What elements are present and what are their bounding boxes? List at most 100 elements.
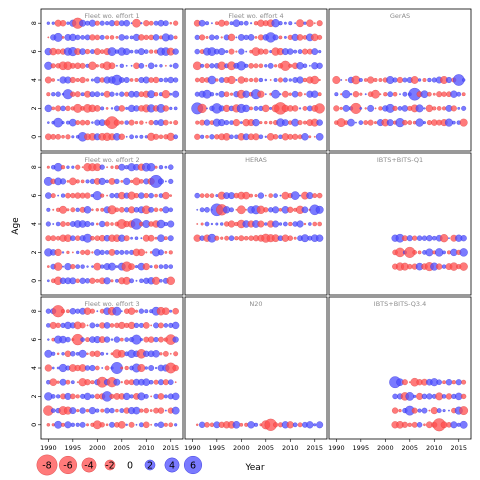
- residual-bubble: [263, 207, 269, 213]
- residual-bubble: [115, 408, 119, 413]
- residual-bubble: [405, 392, 415, 401]
- residual-bubble: [306, 421, 314, 429]
- residual-bubble: [399, 93, 401, 96]
- y-tick-label: 6: [30, 50, 38, 54]
- residual-bubble: [120, 366, 124, 370]
- residual-bubble: [392, 77, 398, 83]
- residual-bubble: [106, 166, 108, 169]
- residual-bubble: [442, 250, 446, 255]
- residual-bubble: [119, 120, 124, 125]
- residual-bubble: [135, 279, 138, 282]
- residual-bubble: [75, 264, 80, 269]
- panel-5: IBTS+BITS-Q1: [328, 152, 472, 296]
- residual-bubble: [88, 19, 96, 27]
- residual-bubble: [200, 63, 205, 68]
- residual-bubble: [425, 248, 434, 257]
- residual-bubble: [278, 35, 283, 40]
- residual-bubble: [258, 63, 264, 68]
- residual-bubble: [427, 77, 432, 83]
- residual-bubble: [103, 90, 111, 98]
- residual-bubble: [367, 119, 374, 126]
- residual-bubble: [283, 35, 287, 39]
- residual-bubble: [50, 394, 56, 399]
- residual-bubble: [169, 106, 173, 111]
- residual-bubble: [80, 249, 86, 255]
- residual-bubble: [56, 352, 60, 356]
- residual-bubble: [291, 90, 299, 98]
- residual-bubble: [143, 421, 150, 429]
- residual-bubble: [363, 78, 368, 82]
- residual-bubble: [144, 366, 148, 370]
- residual-bubble: [46, 423, 51, 427]
- residual-bubble: [158, 379, 164, 386]
- residual-bubble: [432, 235, 437, 241]
- residual-bubble: [100, 207, 105, 212]
- residual-bubble: [442, 106, 447, 111]
- panel-2: GerAS: [328, 8, 472, 152]
- residual-bubble: [91, 265, 94, 268]
- residual-bubble: [59, 205, 67, 214]
- residual-bubble: [167, 220, 175, 228]
- residual-bubble: [53, 33, 63, 42]
- residual-bubble: [138, 192, 145, 199]
- residual-bubble: [66, 180, 70, 183]
- residual-bubble: [162, 379, 169, 386]
- residual-bubble: [264, 93, 267, 96]
- residual-bubble: [242, 104, 250, 113]
- residual-bubble: [209, 34, 215, 41]
- residual-bubble: [218, 19, 226, 27]
- residual-bubble: [401, 379, 408, 386]
- x-tick-label: 2005: [114, 444, 131, 452]
- residual-bubble: [45, 221, 51, 227]
- legend-label: 2: [147, 461, 153, 472]
- residual-bubble: [301, 206, 309, 214]
- residual-bubble: [204, 63, 210, 69]
- panel-4: HERAS: [184, 152, 328, 296]
- residual-bubble: [302, 106, 308, 111]
- residual-bubble: [158, 77, 164, 83]
- residual-bubble: [244, 236, 249, 241]
- residual-bubble: [61, 251, 65, 254]
- residual-bubble: [61, 135, 65, 139]
- residual-bubble: [125, 423, 128, 426]
- residual-bubble: [79, 62, 86, 69]
- residual-bubble: [273, 64, 278, 68]
- residual-bubble: [99, 249, 105, 255]
- residual-bubble: [421, 393, 428, 400]
- residual-bubble: [211, 22, 213, 25]
- residual-bubble: [95, 278, 100, 283]
- residual-bubble: [90, 236, 95, 241]
- residual-bubble: [204, 193, 210, 198]
- residual-bubble: [44, 104, 53, 113]
- residual-bubble: [50, 133, 57, 140]
- residual-bubble: [288, 63, 293, 68]
- residual-bubble: [210, 222, 214, 226]
- residual-bubble: [459, 118, 468, 127]
- residual-bubble: [60, 221, 66, 227]
- residual-bubble: [342, 105, 350, 112]
- residual-bubble: [423, 121, 426, 125]
- residual-bubble: [440, 234, 449, 243]
- residual-bubble: [44, 364, 52, 372]
- residual-bubble: [79, 48, 86, 55]
- residual-bubble: [51, 21, 55, 25]
- residual-bubble: [279, 93, 282, 96]
- residual-bubble: [269, 79, 272, 81]
- residual-bubble: [158, 336, 164, 343]
- residual-bubble: [59, 20, 67, 27]
- residual-bubble: [110, 338, 114, 341]
- residual-bubble: [163, 323, 169, 328]
- residual-bubble: [103, 322, 111, 329]
- residual-bubble: [169, 64, 173, 68]
- panel-frame: [328, 296, 472, 440]
- residual-bubble: [263, 48, 269, 55]
- residual-bubble: [100, 193, 105, 198]
- residual-bubble: [173, 77, 179, 83]
- residual-bubble: [159, 208, 163, 212]
- residual-bubble: [432, 92, 436, 96]
- residual-bubble: [448, 409, 450, 412]
- residual-bubble: [129, 35, 134, 40]
- residual-bubble: [154, 422, 158, 427]
- residual-bubble: [57, 79, 60, 81]
- y-tick-label: 6: [30, 194, 38, 198]
